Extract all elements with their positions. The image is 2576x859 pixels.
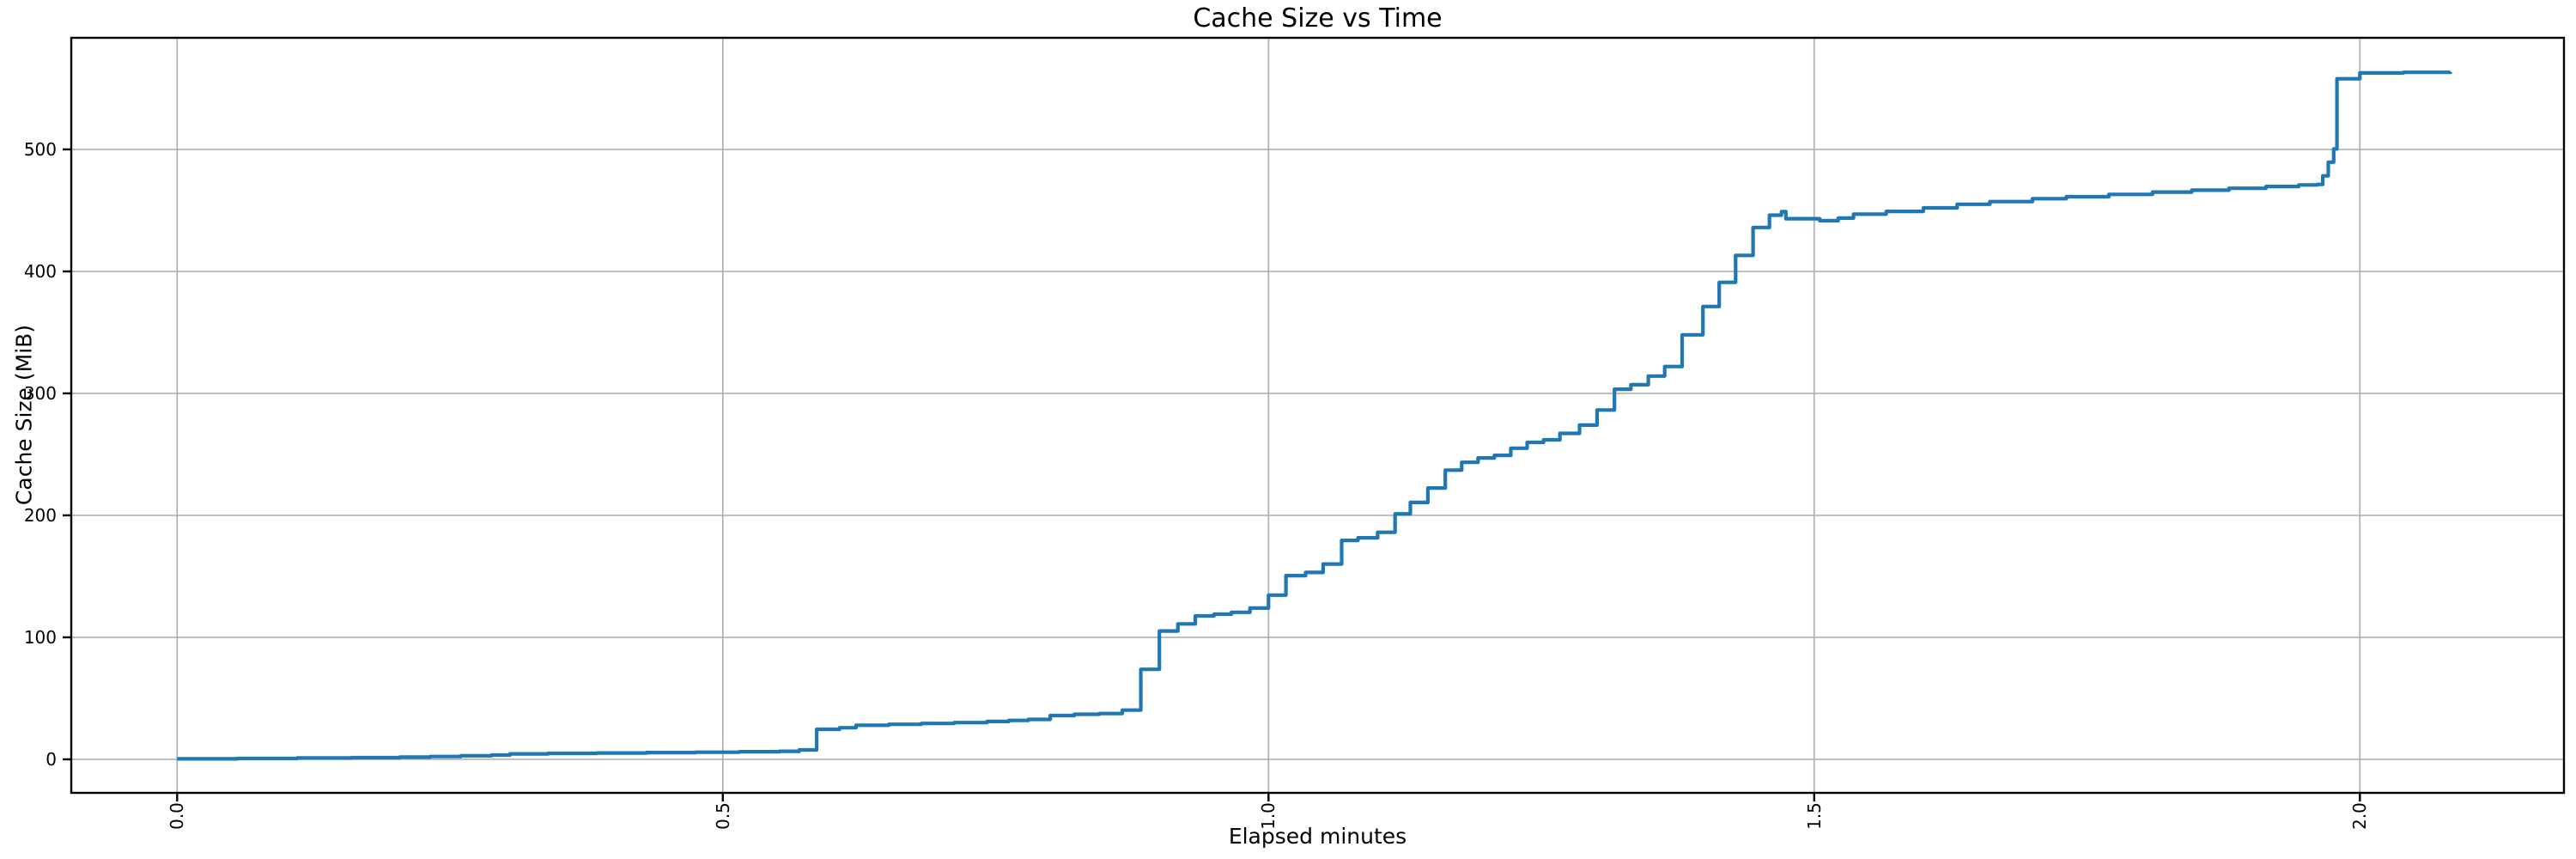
x-axis-label: Elapsed minutes (1228, 824, 1407, 849)
data-line-cache-size (177, 70, 2452, 761)
y-tick-label: 0 (46, 748, 57, 770)
y-tick-label: 100 (23, 626, 57, 648)
y-tick-label: 300 (23, 382, 57, 404)
y-tick-label: 200 (23, 504, 57, 526)
y-tick-label: 500 (23, 138, 57, 160)
y-axis-label: Cache Size (MiB) (11, 324, 37, 506)
y-tick-label: 400 (23, 260, 57, 282)
axes-frame (70, 36, 2566, 795)
chart-title: Cache Size vs Time (1193, 3, 1443, 34)
